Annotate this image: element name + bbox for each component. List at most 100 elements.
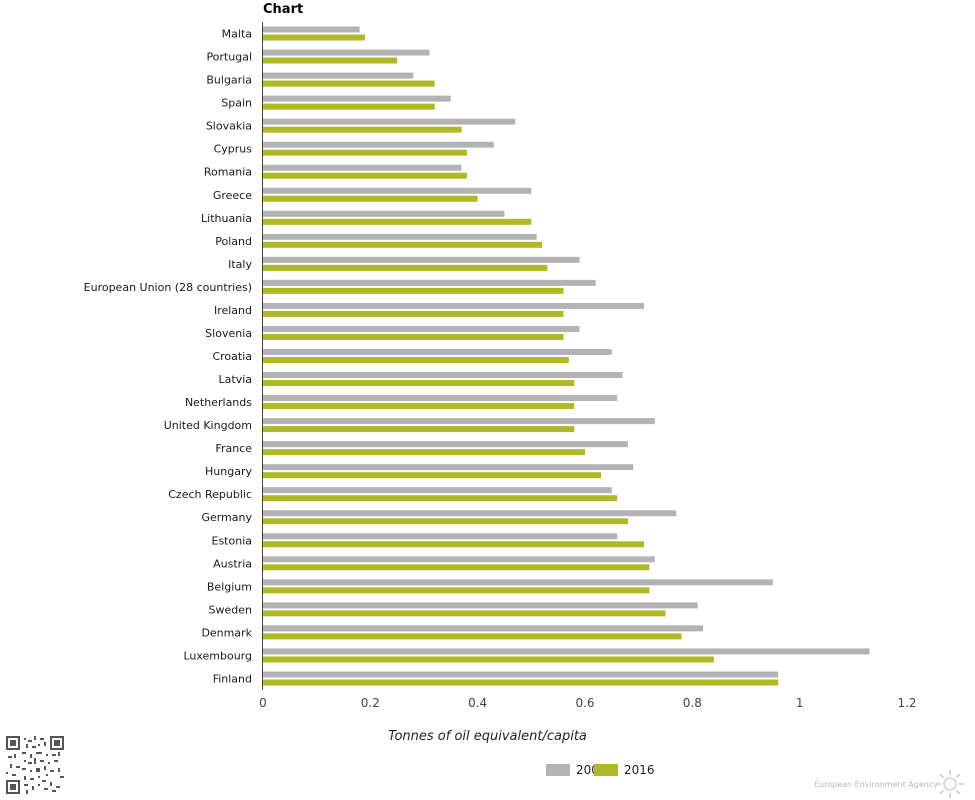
- bar-series-1-croatia[interactable]: [263, 349, 612, 355]
- bar-series-1-sweden[interactable]: [263, 602, 698, 609]
- bar-series-2-spain[interactable]: [263, 103, 435, 110]
- legend-label-series-2: 2016: [624, 763, 655, 777]
- category-label: Slovenia: [205, 327, 252, 340]
- bar-series-2-croatia[interactable]: [263, 357, 569, 363]
- bar-series-2-romania[interactable]: [263, 172, 467, 179]
- bar-series-2-latvia[interactable]: [263, 380, 575, 387]
- bar-series-2-hungary[interactable]: [263, 472, 602, 479]
- bar-series-2-estonia[interactable]: [263, 541, 645, 548]
- legend-label-series-1: 200: [576, 763, 599, 777]
- legend-swatch-series-2: [594, 764, 618, 776]
- bar-series-1-germany[interactable]: [263, 510, 677, 517]
- bar-series-1-netherlands[interactable]: [263, 395, 618, 402]
- category-label: Slovakia: [206, 120, 252, 133]
- category-label: Greece: [213, 189, 252, 202]
- bar-series-1-romania[interactable]: [263, 164, 462, 171]
- category-label: Sweden: [209, 603, 252, 616]
- x-tick-label: 1.2: [897, 696, 916, 710]
- x-tick-label: 1: [796, 696, 804, 710]
- category-label: United Kingdom: [164, 419, 252, 432]
- category-label: Belgium: [207, 580, 252, 593]
- bar-series-1-ireland[interactable]: [263, 302, 645, 309]
- x-axis-title: Tonnes of oil equivalent/capita: [388, 729, 587, 744]
- bar-series-1-greece[interactable]: [263, 187, 532, 194]
- bar-series-1-lithuania[interactable]: [263, 210, 505, 217]
- bar-series-2-greece[interactable]: [263, 195, 478, 202]
- bar-series-2-poland[interactable]: [263, 241, 543, 248]
- bar-series-2-italy[interactable]: [263, 264, 548, 271]
- category-label: Croatia: [212, 350, 252, 363]
- bar-series-2-portugal[interactable]: [263, 57, 398, 64]
- category-label: Denmark: [201, 626, 252, 639]
- bar-series-2-cyprus[interactable]: [263, 149, 467, 156]
- x-tick-labels: 0 0.2 0.4 0.6 0.8 1 1.2: [259, 696, 916, 710]
- bar-series-1-luxembourg[interactable]: [263, 648, 870, 655]
- legend-swatch-series-1: [546, 764, 570, 776]
- bar-series-2-bulgaria[interactable]: [263, 80, 435, 87]
- bar-series-1-austria[interactable]: [263, 556, 655, 563]
- category-label: Luxembourg: [183, 649, 252, 662]
- category-label: Spain: [221, 97, 252, 110]
- chart-title: Chart: [263, 2, 304, 17]
- bar-series-1-slovakia[interactable]: [263, 118, 516, 125]
- category-label: Portugal: [206, 51, 252, 64]
- bar-series-2-france[interactable]: [263, 449, 585, 456]
- qr-code-icon: [6, 736, 64, 794]
- legend-item-series-1[interactable]: 200: [546, 763, 599, 777]
- bar-series-2-slovakia[interactable]: [263, 126, 462, 133]
- category-label: European Union (28 countries): [84, 281, 252, 294]
- category-label: Germany: [201, 511, 252, 524]
- bar-series-1-estonia[interactable]: [263, 533, 618, 540]
- publisher-label: European Environment Agency: [814, 780, 938, 789]
- bar-series-2-lithuania[interactable]: [263, 218, 532, 225]
- bar-series-2-malta[interactable]: [263, 34, 365, 41]
- bar-series-2-denmark[interactable]: [263, 633, 682, 640]
- bar-series-2-netherlands[interactable]: [263, 403, 575, 410]
- bar-series-2-ireland[interactable]: [263, 310, 564, 317]
- category-label: Hungary: [205, 465, 252, 478]
- category-label: Czech Republic: [168, 488, 252, 501]
- bar-series-2-united-kingdom[interactable]: [263, 426, 575, 433]
- x-tick-label: 0.2: [361, 696, 380, 710]
- bar-series-1-portugal[interactable]: [263, 49, 430, 56]
- category-label: Romania: [204, 166, 252, 179]
- bar-series-1-spain[interactable]: [263, 95, 451, 102]
- x-tick-label: 0.8: [683, 696, 702, 710]
- bar-series-2-slovenia[interactable]: [263, 333, 564, 340]
- bar-series-1-france[interactable]: [263, 441, 628, 448]
- bar-series-1-finland[interactable]: [263, 671, 779, 678]
- bar-series-2-finland[interactable]: [263, 679, 779, 686]
- bar-series-1-latvia[interactable]: [263, 372, 623, 379]
- bar-series-2-belgium[interactable]: [263, 587, 650, 594]
- bar-series-1-belgium[interactable]: [263, 579, 773, 586]
- bar-series-1-malta[interactable]: [263, 26, 360, 33]
- category-label: Lithuania: [201, 212, 252, 225]
- bar-series-1-denmark[interactable]: [263, 625, 704, 632]
- bar-series-1-slovenia[interactable]: [263, 325, 580, 332]
- category-label: Finland: [213, 672, 252, 685]
- legend-item-series-2[interactable]: 2016: [594, 763, 655, 777]
- bar-series-1-bulgaria[interactable]: [263, 72, 414, 79]
- bar-series-1-united-kingdom[interactable]: [263, 418, 655, 425]
- bar-series-2-sweden[interactable]: [263, 610, 666, 617]
- bar-series-2-luxembourg[interactable]: [263, 656, 714, 663]
- bar-series-2-austria[interactable]: [263, 564, 650, 571]
- bar-series-1-poland[interactable]: [263, 233, 537, 240]
- category-labels: Malta Portugal Bulgaria Spain Slovakia Cyprus…: [84, 28, 253, 686]
- bar-series-1-czech-republic[interactable]: [263, 487, 612, 494]
- bar-series-1-hungary[interactable]: [263, 464, 634, 471]
- bar-series-2-czech-republic[interactable]: [263, 495, 618, 502]
- category-label: Latvia: [219, 373, 253, 386]
- bar-series-1-cyprus[interactable]: [263, 141, 494, 148]
- bar-series-2-european-union-28-countries-[interactable]: [263, 287, 564, 294]
- category-label: Poland: [215, 235, 252, 248]
- category-label: Austria: [213, 557, 252, 570]
- x-tick-label: 0.4: [468, 696, 487, 710]
- x-tick-label: 0.6: [575, 696, 594, 710]
- bar-series-1-italy[interactable]: [263, 256, 580, 263]
- category-label: Estonia: [212, 534, 253, 547]
- bar-series-1-european-union-28-countries-[interactable]: [263, 279, 596, 286]
- bar-series-2-germany[interactable]: [263, 518, 628, 525]
